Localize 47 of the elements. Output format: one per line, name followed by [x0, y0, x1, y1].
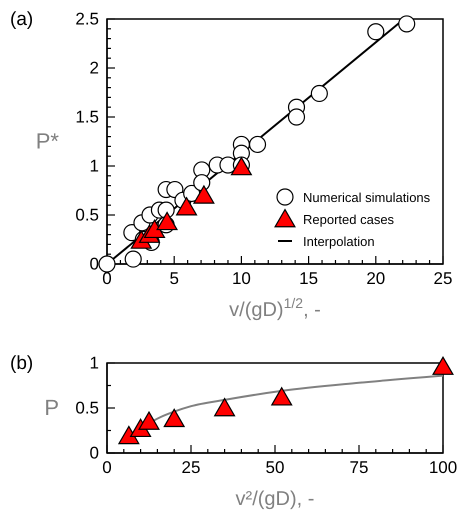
- x-tick-label: 100: [428, 458, 458, 478]
- y-tick-label: 2.5: [75, 9, 99, 28]
- x-tick-label: 5: [169, 269, 179, 288]
- point: [432, 356, 454, 375]
- point: [398, 15, 416, 32]
- legend-label: Numerical simulations: [303, 190, 431, 205]
- point: [310, 84, 328, 102]
- x-tick-label: 0: [102, 458, 112, 478]
- point: [214, 398, 236, 416]
- x-tick-label: 50: [266, 458, 284, 478]
- x-tick-label: 75: [350, 458, 368, 478]
- x-tick-label: 0: [102, 269, 112, 288]
- x-tick-label: 20: [366, 269, 386, 288]
- y-tick-label: 0: [90, 443, 99, 462]
- point: [288, 108, 306, 126]
- point: [98, 255, 116, 273]
- point: [176, 197, 198, 216]
- point: [248, 136, 266, 154]
- y-axis-title: P*: [36, 128, 60, 154]
- y-tick-label: 1.5: [75, 107, 99, 126]
- y-tick-label: 0.5: [75, 398, 99, 418]
- x-axis-title: v²/(gD), -: [236, 488, 314, 510]
- y-tick-label: 0.5: [75, 205, 99, 224]
- point: [193, 185, 214, 204]
- x-tick-label: 25: [182, 458, 200, 478]
- y-tick-label: 1: [90, 353, 99, 372]
- point: [164, 408, 185, 428]
- point: [193, 174, 210, 192]
- x-tick-label: 10: [232, 269, 251, 288]
- y-axis-title: P: [44, 395, 59, 420]
- legend-label: Interpolation: [303, 234, 375, 249]
- x-axis-title: v/(gD)$^{1/2}$, -: [229, 295, 321, 321]
- text: (a): [10, 9, 34, 30]
- text: (b): [10, 353, 34, 374]
- y-tick-label: 1: [90, 156, 99, 176]
- point: [367, 23, 384, 40]
- point: [156, 212, 178, 230]
- y-tick-label: 2: [90, 58, 99, 78]
- x-tick-label: 25: [434, 269, 452, 288]
- point: [138, 411, 160, 430]
- point: [118, 426, 140, 444]
- point: [271, 387, 292, 406]
- point: [144, 220, 166, 238]
- legend-label: Reported cases: [303, 212, 395, 227]
- x-tick-label: 15: [299, 269, 318, 288]
- y-tick-label: 0: [90, 254, 99, 274]
- point: [124, 250, 142, 268]
